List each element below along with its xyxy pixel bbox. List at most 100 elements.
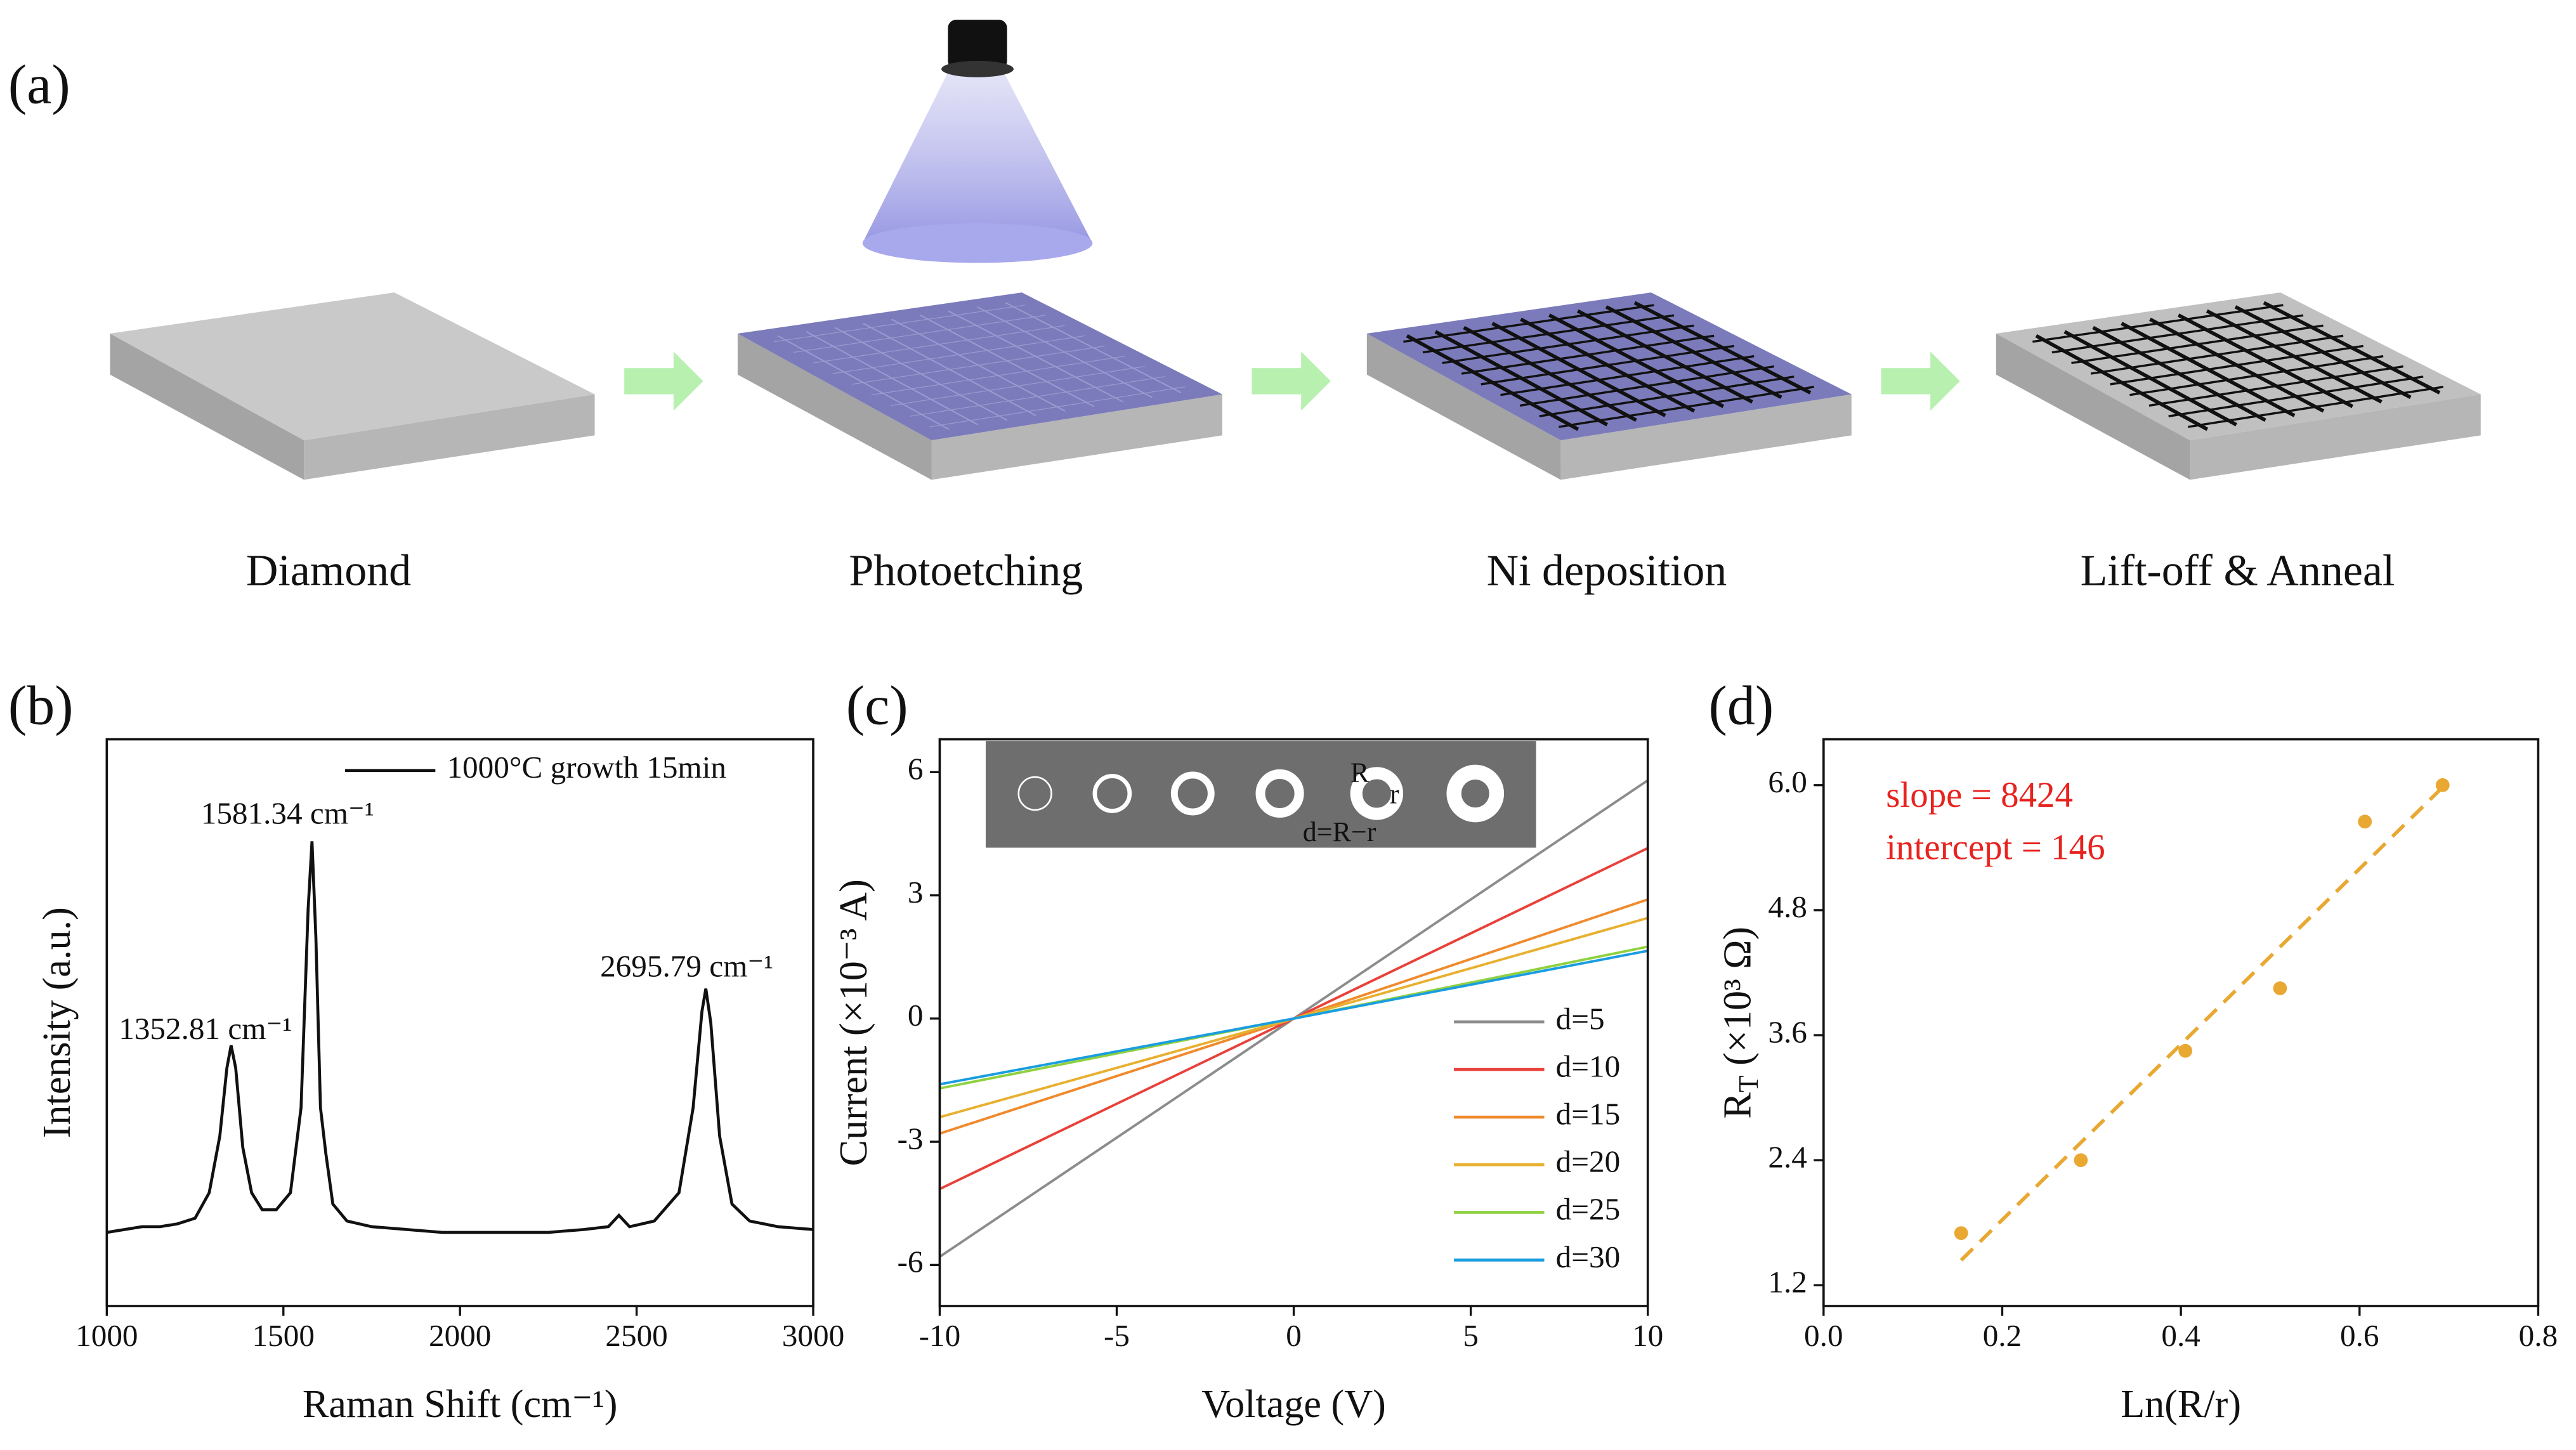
panel-a bbox=[110, 20, 2481, 480]
slab-right bbox=[931, 394, 1222, 480]
lamp bbox=[948, 20, 1007, 69]
pattern-line bbox=[1539, 376, 1795, 417]
panel-label: (d) bbox=[1709, 676, 1774, 737]
y-tick-label: -6 bbox=[898, 1244, 924, 1279]
step-label: Ni deposition bbox=[1487, 547, 1727, 596]
data-point bbox=[2358, 814, 2372, 829]
legend-label: d=15 bbox=[1556, 1097, 1621, 1132]
x-tick-label: 2000 bbox=[429, 1318, 491, 1353]
slab-left bbox=[1996, 333, 2190, 480]
inset-label: r bbox=[1390, 778, 1399, 809]
data-point bbox=[2074, 1153, 2088, 1167]
y-label-sub: T bbox=[1733, 1075, 1764, 1092]
pattern-line bbox=[1633, 301, 1812, 395]
legend-label: 1000°C growth 15min bbox=[447, 750, 726, 785]
ring bbox=[1092, 774, 1132, 813]
pattern-line bbox=[2168, 376, 2424, 417]
pattern-line bbox=[1559, 386, 1815, 428]
plot-frame bbox=[1822, 738, 2540, 1307]
pattern-line bbox=[851, 345, 1105, 385]
pattern-line bbox=[910, 376, 1165, 417]
pattern-line bbox=[871, 355, 1125, 396]
x-tick-label: 1000 bbox=[75, 1318, 138, 1353]
y-tick-label: 4.8 bbox=[1768, 889, 1807, 924]
chart: -10 -5 0 5 10 -6 -3 0 3 6 Voltage (V) Current (×10⁻… bbox=[832, 738, 1663, 1426]
data-line bbox=[939, 950, 1648, 1086]
pattern-line bbox=[919, 314, 1095, 407]
data-point bbox=[2435, 778, 2450, 792]
step-label: Diamond bbox=[246, 547, 411, 596]
y-tick-label: 2.4 bbox=[1768, 1139, 1807, 1174]
slab-left bbox=[1366, 333, 1561, 480]
y-tick-label: 3 bbox=[908, 875, 924, 910]
slab-right bbox=[1560, 394, 1852, 480]
step-label: Lift-off & Anneal bbox=[2081, 547, 2395, 596]
pattern-line bbox=[2187, 386, 2444, 428]
data-line bbox=[939, 898, 1648, 1135]
pattern-line bbox=[2263, 301, 2441, 395]
panel-label: (b) bbox=[8, 676, 74, 737]
plot-frame bbox=[105, 738, 814, 1307]
pattern-line bbox=[976, 306, 1153, 398]
x-tick-label: -5 bbox=[1104, 1318, 1130, 1353]
inset-label: d=R−r bbox=[1303, 816, 1376, 847]
x-axis-label: Voltage (V) bbox=[1201, 1383, 1386, 1426]
peak-annotation: 2695.79 cm⁻¹ bbox=[600, 948, 773, 983]
inset: Rr d=R−r bbox=[985, 741, 1536, 848]
process-arrow bbox=[1252, 351, 1331, 411]
x-tick-label: 10 bbox=[1632, 1318, 1663, 1353]
data-point bbox=[2178, 1043, 2193, 1058]
plot-frame bbox=[938, 738, 1649, 1307]
x-tick-label: 0.4 bbox=[2161, 1318, 2200, 1353]
legend-label: d=5 bbox=[1556, 1001, 1605, 1036]
fit-annotation: slope = 8424 bbox=[1886, 775, 2073, 815]
y-axis-label: Intensity (a.u.) bbox=[36, 907, 79, 1138]
data-point bbox=[1954, 1226, 1968, 1240]
ring bbox=[1446, 764, 1505, 823]
light-cone bbox=[862, 69, 1093, 244]
legend-label: d=30 bbox=[1556, 1239, 1621, 1274]
x-tick-label: 5 bbox=[1463, 1318, 1479, 1353]
x-axis-label: Raman Shift (cm⁻¹) bbox=[303, 1383, 618, 1426]
legend-label: d=25 bbox=[1556, 1192, 1621, 1227]
fit-annotation: intercept = 146 bbox=[1886, 828, 2105, 868]
ring bbox=[1017, 776, 1052, 811]
y-label-rest: (×10³ Ω) bbox=[1716, 927, 1760, 1075]
pattern-line bbox=[929, 386, 1185, 428]
panel-label: (c) bbox=[846, 676, 908, 737]
x-tick-label: 0 bbox=[1286, 1318, 1302, 1353]
panel-label: (a) bbox=[8, 55, 70, 116]
process-arrow bbox=[624, 351, 703, 411]
legend-label: d=10 bbox=[1556, 1048, 1621, 1083]
peak-annotation: 1352.81 cm⁻¹ bbox=[119, 1011, 292, 1046]
x-tick-label: -10 bbox=[919, 1318, 961, 1353]
light-spot bbox=[862, 223, 1093, 263]
ring bbox=[1255, 769, 1304, 818]
data-line bbox=[107, 841, 814, 1234]
slab-top bbox=[110, 292, 595, 441]
y-label-main: R bbox=[1716, 1092, 1760, 1119]
slab-right bbox=[2190, 394, 2481, 480]
x-tick-label: 0.0 bbox=[1804, 1318, 1843, 1353]
x-tick-label: 0.2 bbox=[1983, 1318, 2022, 1353]
y-tick-label: 3.6 bbox=[1768, 1014, 1807, 1049]
legend-label: d=20 bbox=[1556, 1144, 1621, 1179]
slab-left bbox=[110, 333, 304, 480]
slab-left bbox=[737, 333, 932, 480]
chart: 0.0 0.2 0.4 0.6 0.8 1.2 2.4 3.6 4.8 6.0 Ln(R/r) RT … bbox=[1716, 738, 2558, 1426]
y-axis-label: Current (×10⁻³ A) bbox=[832, 879, 875, 1166]
y-tick-label: 6.0 bbox=[1768, 764, 1807, 799]
lamp-lens bbox=[941, 60, 1014, 77]
pattern-line bbox=[1005, 302, 1182, 394]
ring bbox=[1170, 771, 1215, 816]
step-label: Photoetching bbox=[849, 547, 1083, 596]
chart: 1000 1500 2000 2500 3000 Raman Shift (cm⁻¹) In… bbox=[36, 738, 844, 1426]
fit-line bbox=[1959, 786, 2444, 1262]
data-point bbox=[2273, 981, 2287, 995]
y-axis-label: RT (×10³ Ω) bbox=[1716, 927, 1764, 1119]
process-arrow bbox=[1881, 351, 1960, 411]
y-tick-label: 1.2 bbox=[1768, 1265, 1807, 1300]
x-tick-label: 0.6 bbox=[2340, 1318, 2379, 1353]
y-tick-label: 6 bbox=[908, 752, 924, 787]
